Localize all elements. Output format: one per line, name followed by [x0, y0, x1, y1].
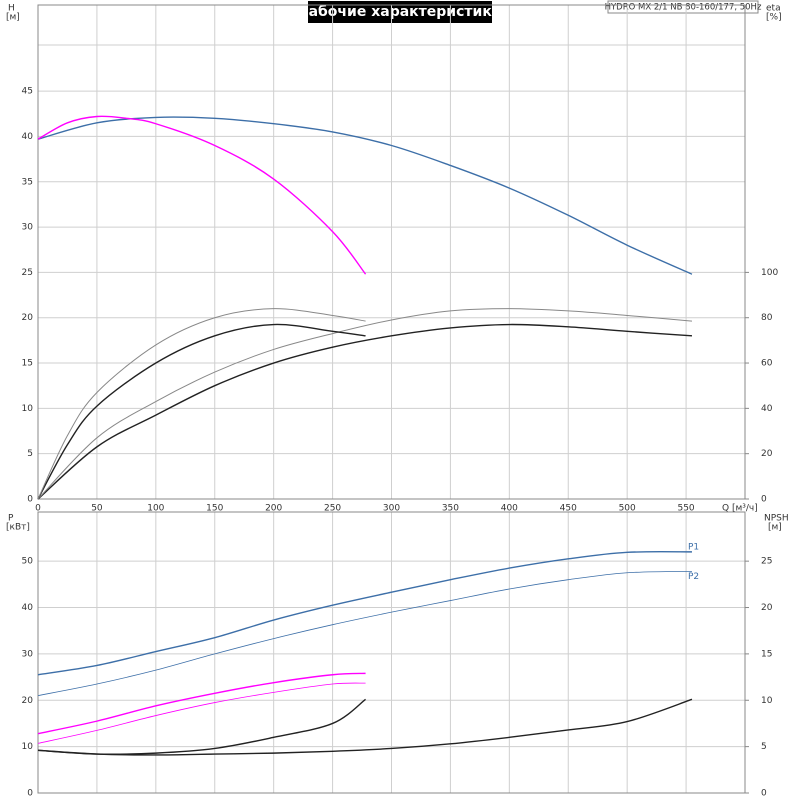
y-tick-label: 45 — [22, 87, 33, 97]
chart-title: Рабочие характеристики — [298, 4, 501, 20]
y2-tick-label: 80 — [761, 313, 773, 323]
y-tick-label: 10 — [22, 742, 34, 752]
title-box — [308, 1, 492, 23]
plot-frame — [37, 511, 746, 794]
y-axis-unit: [м] — [6, 13, 20, 23]
x-tick-label: 350 — [442, 504, 459, 514]
y2-tick-label: 5 — [761, 742, 767, 752]
curve — [37, 672, 366, 735]
y2-tick-label: 20 — [761, 449, 773, 459]
y2-tick-label: 40 — [761, 404, 773, 414]
y-tick-label: 40 — [22, 603, 34, 613]
y2-tick-label: 25 — [761, 557, 772, 567]
y2-tick-label: 0 — [761, 495, 767, 505]
y-tick-label: 20 — [22, 696, 34, 706]
y-axis-label: H — [8, 4, 15, 14]
curve — [37, 698, 367, 755]
y2-tick-label: 60 — [761, 359, 773, 369]
x-tick-label: 0 — [35, 504, 41, 514]
curve — [37, 115, 367, 275]
y2-tick-label: 0 — [761, 789, 767, 799]
y-axis-unit: [кВт] — [6, 523, 30, 533]
curve — [37, 550, 692, 676]
legend-label: P2 — [688, 572, 699, 582]
y2-axis-unit: [%] — [766, 13, 782, 23]
x-tick-label: 550 — [677, 504, 694, 514]
annotation: HYDRO MX 2/1 NB 80-160/177, 50Hz — [605, 3, 762, 13]
curve — [37, 308, 693, 500]
y-axis-label: P — [8, 514, 14, 524]
y-tick-label: 15 — [22, 359, 33, 369]
plot-frame — [37, 4, 746, 500]
y-tick-label: 5 — [27, 449, 33, 459]
y-tick-label: 25 — [22, 268, 33, 278]
x-tick-label: 100 — [147, 504, 164, 514]
curve — [37, 308, 366, 500]
y2-axis-unit: [м] — [768, 523, 782, 533]
legend-label: P1 — [688, 542, 699, 552]
curve — [37, 323, 693, 500]
y2-axis-label: eta — [766, 4, 781, 14]
x-axis-label: Q [м³/ч] — [722, 504, 758, 514]
y2-tick-label: 20 — [761, 603, 773, 613]
x-tick-label: 500 — [619, 504, 636, 514]
y2-axis-label: NPSH — [764, 514, 789, 524]
y-tick-label: 40 — [22, 132, 34, 142]
x-tick-label: 50 — [91, 504, 103, 514]
y-tick-label: 20 — [22, 313, 34, 323]
y-tick-label: 0 — [27, 495, 33, 505]
x-tick-label: 150 — [206, 504, 223, 514]
x-tick-label: 250 — [324, 504, 341, 514]
curve — [37, 682, 366, 744]
curve — [37, 698, 693, 756]
y-tick-label: 0 — [27, 789, 33, 799]
y2-tick-label: 100 — [761, 268, 778, 278]
y-tick-label: 50 — [22, 557, 34, 567]
x-tick-label: 300 — [383, 504, 400, 514]
x-tick-label: 200 — [265, 504, 282, 514]
x-tick-label: 400 — [501, 504, 518, 514]
y-tick-label: 10 — [22, 404, 34, 414]
curve — [37, 570, 692, 697]
curve — [37, 323, 366, 500]
y-tick-label: 35 — [22, 177, 33, 187]
x-tick-label: 450 — [560, 504, 577, 514]
curve — [37, 116, 693, 275]
y-tick-label: 30 — [22, 223, 34, 233]
y-tick-label: 30 — [22, 649, 34, 659]
annotation-box — [607, 0, 759, 14]
y2-tick-label: 15 — [761, 649, 772, 659]
y2-tick-label: 10 — [761, 696, 773, 706]
